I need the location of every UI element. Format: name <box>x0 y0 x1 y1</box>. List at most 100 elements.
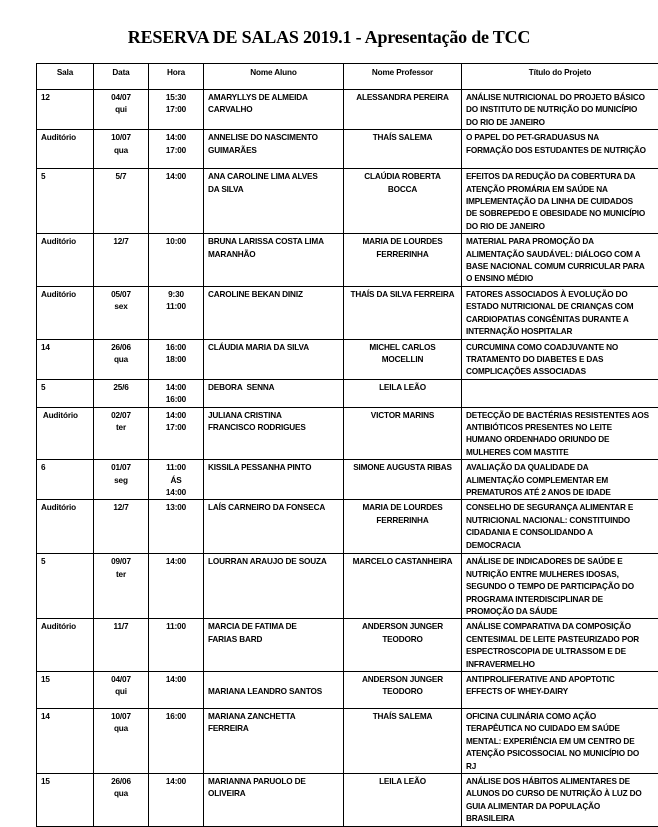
professor-name-line: ANDERSON JUNGER <box>348 621 457 633</box>
time-line: 11:00 <box>153 621 199 633</box>
time-line: 14:00 <box>153 776 199 788</box>
time-cell: 14:00 <box>149 554 204 619</box>
date-cell: 12/7 <box>94 234 149 287</box>
student-name-line: FRANCISCO RODRIGUES <box>208 422 339 434</box>
student-name-line: OLIVEIRA <box>208 788 339 800</box>
project-title-line: NUTRICIONAL NACIONAL: CONSTITUINDO <box>466 515 654 527</box>
room-cell: 12 <box>37 90 94 130</box>
room-text: 14 <box>41 711 89 723</box>
project-title-line: NUTRIÇÃO ENTRE MULHERES IDOSAS, <box>466 569 654 581</box>
project-title-line: SEGUNDO O TEMPO DE PARTICIPAÇÃO DO <box>466 581 654 593</box>
professor-name-cell: THAÍS DA SILVA FERREIRA <box>344 286 462 339</box>
student-name-line: ANNELISE DO NASCIMENTO <box>208 132 339 144</box>
time-line: 17:00 <box>153 422 199 434</box>
time-line: 14:00 <box>153 382 199 394</box>
time-line: 14:00 <box>153 674 199 686</box>
date-line: seg <box>98 475 144 487</box>
project-title-line: TRATAMENTO DO DIABETES E DAS <box>466 354 654 366</box>
time-line: 18:00 <box>153 354 199 366</box>
professor-name-cell: MARCELO CASTANHEIRA <box>344 554 462 619</box>
room-cell: Auditório <box>37 130 94 169</box>
professor-name-line: ALESSANDRA PEREIRA <box>348 92 457 104</box>
room-text: Auditório <box>41 132 89 144</box>
time-line: 9:30 <box>153 289 199 301</box>
date-cell: 25/6 <box>94 379 149 407</box>
date-line: qua <box>98 723 144 735</box>
time-line: 13:00 <box>153 502 199 514</box>
date-cell: 5/7 <box>94 169 149 234</box>
project-title-line: RJ <box>466 761 654 773</box>
project-title-line: PROGRAMA INTERDISCIPLINAR DE <box>466 594 654 606</box>
project-title-line: GUIA ALIMENTAR DA POPULAÇÃO <box>466 801 654 813</box>
project-title-line: ALUNOS DO CURSO DE NUTRIÇÃO À LUZ DO <box>466 788 654 800</box>
time-line: 16:00 <box>153 394 199 406</box>
room-cell: Auditório <box>37 500 94 554</box>
project-title-line: EFEITOS DA REDUÇÃO DA COBERTURA DA <box>466 171 654 183</box>
student-name-line: MARIANA ZANCHETTA <box>208 711 339 723</box>
project-title-line: O PAPEL DO PET-GRADUASUS NA <box>466 132 654 144</box>
time-line: 17:00 <box>153 145 199 157</box>
project-title-line: EFFECTS OF WHEY-DAIRY <box>466 686 654 698</box>
student-name-line: ​ <box>208 674 339 686</box>
student-name-cell: CAROLINE BEKAN DINIZ <box>204 286 344 339</box>
room-text: 12 <box>41 92 89 104</box>
project-title-line: CENTESIMAL DE LEITE PASTEURIZADO POR <box>466 634 654 646</box>
project-title-line: DO INSTITUTO DE NUTRIÇÃO DO MUNICÍPIO <box>466 104 654 116</box>
room-cell: Auditório <box>37 286 94 339</box>
professor-name-line: MICHEL CARLOS <box>348 342 457 354</box>
student-name-line: MARIANNA PARUOLO DE <box>208 776 339 788</box>
time-cell: 14:00 <box>149 169 204 234</box>
room-cell: Auditório <box>37 407 94 460</box>
time-line: 15:30 <box>153 92 199 104</box>
professor-name-cell: LEILA LEÃO <box>344 774 462 827</box>
room-text: Auditório <box>41 410 89 422</box>
room-text: 5 <box>41 556 89 568</box>
date-line: 12/7 <box>98 236 144 248</box>
professor-name-line: LEILA LEÃO <box>348 776 457 788</box>
student-name-cell: LOURRAN ARAUJO DE SOUZA <box>204 554 344 619</box>
project-title-line: ANTIBIÓTICOS PRESENTES NO LEITE <box>466 422 654 434</box>
professor-name-cell: ALESSANDRA PEREIRA <box>344 90 462 130</box>
header-titulo-projeto: Título do Projeto <box>462 64 658 90</box>
professor-name-line: SIMONE AUGUSTA RIBAS <box>348 462 457 474</box>
project-title-line: FATORES ASSOCIADOS À EVOLUÇÃO DO <box>466 289 654 301</box>
project-title-line: BRASILEIRA <box>466 813 654 825</box>
project-title-line: ATENÇÃO PSICOSSOCIAL NO MUNICÍPIO DO <box>466 748 654 760</box>
date-line: 10/07 <box>98 132 144 144</box>
date-line: 02/07 <box>98 410 144 422</box>
student-name-line: FARIAS BARD <box>208 634 339 646</box>
room-text: 5 <box>41 171 89 183</box>
student-name-line: LOURRAN ARAUJO DE SOUZA <box>208 556 339 568</box>
date-line: qua <box>98 145 144 157</box>
student-name-line: KISSILA PESSANHA PINTO <box>208 462 339 474</box>
project-title-line: O ENSINO MÉDIO <box>466 273 654 285</box>
professor-name-line: MOCELLIN <box>348 354 457 366</box>
student-name-line: MARANHÃO <box>208 249 339 261</box>
time-line: ÁS <box>153 475 199 487</box>
project-title-line: DO RIO DE JANEIRO <box>466 221 654 233</box>
date-line: 09/07 <box>98 556 144 568</box>
